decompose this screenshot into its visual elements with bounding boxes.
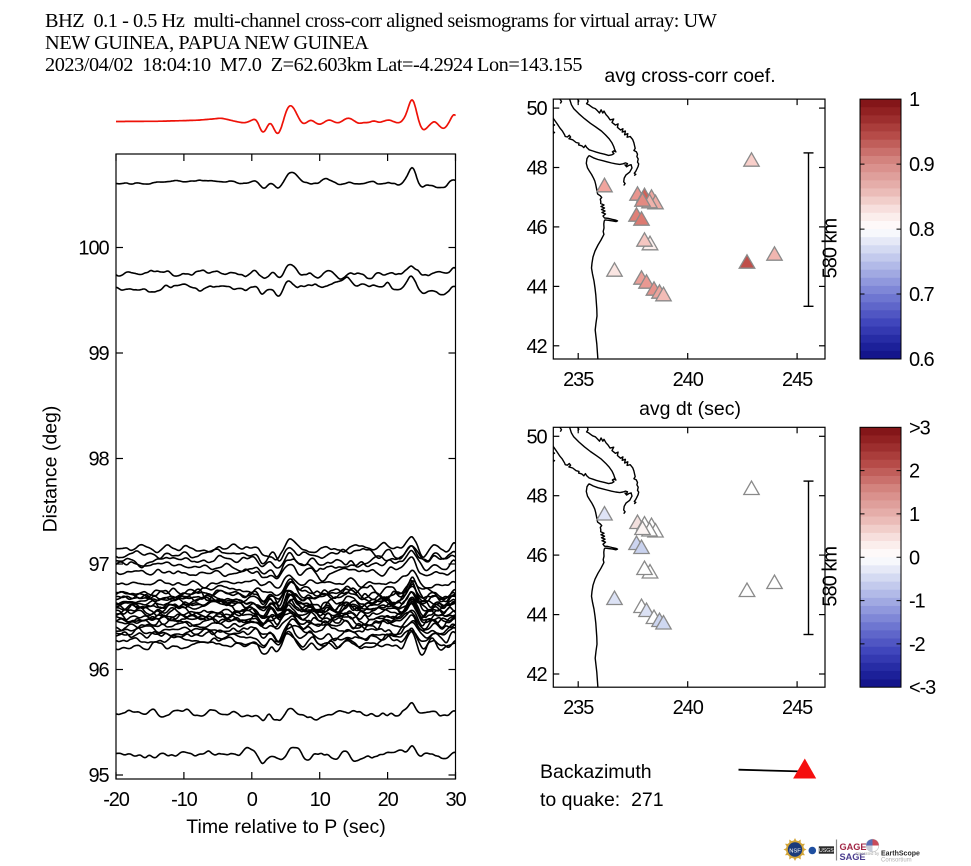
svg-text:235: 235 <box>563 697 594 719</box>
svg-text:48: 48 <box>526 158 547 180</box>
svg-text:<-3: <-3 <box>909 677 936 699</box>
svg-text:Time relative to P (sec): Time relative to P (sec) <box>186 816 385 838</box>
svg-text:0.7: 0.7 <box>909 284 934 306</box>
svg-text:0.9: 0.9 <box>909 154 934 176</box>
svg-text:-10: -10 <box>171 789 198 811</box>
svg-text:46: 46 <box>526 217 547 239</box>
svg-text:245: 245 <box>782 697 813 719</box>
svg-text:-20: -20 <box>103 789 130 811</box>
svg-text:44: 44 <box>526 276 547 298</box>
svg-text:48: 48 <box>526 486 547 508</box>
svg-text:EarthScope: EarthScope <box>881 851 920 858</box>
svg-text:avg cross-corr coef.: avg cross-corr coef. <box>604 65 775 87</box>
svg-text:1: 1 <box>909 89 920 111</box>
svg-text:245: 245 <box>782 369 813 391</box>
svg-text:2023/04/02 18:04:10 M7.0 Z=: 2023/04/02 18:04:10 M7.0 Z=62.603km Lat=… <box>45 54 582 76</box>
svg-text:99: 99 <box>88 343 109 365</box>
svg-text:0: 0 <box>247 789 258 811</box>
svg-text:0.6: 0.6 <box>909 349 934 371</box>
svg-text:580 km: 580 km <box>820 218 842 278</box>
svg-text:50: 50 <box>526 426 547 448</box>
svg-text:240: 240 <box>673 697 704 719</box>
svg-text:NSF: NSF <box>789 848 801 854</box>
svg-text:240: 240 <box>673 369 704 391</box>
svg-text:Distance (deg): Distance (deg) <box>40 406 62 533</box>
svg-text:44: 44 <box>526 605 547 627</box>
svg-text:2: 2 <box>909 461 920 483</box>
svg-text:-2: -2 <box>909 634 926 656</box>
svg-text:to quake: 271: to quake: 271 <box>540 789 664 811</box>
svg-text:100: 100 <box>78 238 109 260</box>
svg-text:NEW GUINEA, PAPUA NEW GUINEA: NEW GUINEA, PAPUA NEW GUINEA <box>45 32 369 54</box>
svg-text:42: 42 <box>526 664 547 686</box>
svg-text:97: 97 <box>88 554 109 576</box>
svg-text:GAGE: GAGE <box>840 842 867 852</box>
svg-text:96: 96 <box>88 660 109 682</box>
svg-text:95: 95 <box>88 765 109 787</box>
svg-text:46: 46 <box>526 545 547 567</box>
svg-text:1: 1 <box>909 504 920 526</box>
svg-text:0.8: 0.8 <box>909 219 934 241</box>
svg-text:42: 42 <box>526 336 547 358</box>
svg-text:98: 98 <box>88 449 109 471</box>
svg-text:20: 20 <box>378 789 399 811</box>
svg-text:-1: -1 <box>909 591 926 613</box>
svg-text:10: 10 <box>310 789 331 811</box>
svg-text:235: 235 <box>563 369 594 391</box>
svg-text:Consortium: Consortium <box>881 858 912 864</box>
svg-text:50: 50 <box>526 98 547 120</box>
svg-text:SAGE: SAGE <box>840 852 866 862</box>
svg-text:580 km: 580 km <box>820 547 842 607</box>
svg-text:BHZ 0.1 - 0.5 Hz multi-chann: BHZ 0.1 - 0.5 Hz multi-channel cross-cor… <box>45 10 718 32</box>
svg-text:0: 0 <box>909 547 920 569</box>
svg-text:avg dt (sec): avg dt (sec) <box>639 398 741 420</box>
svg-text:>3: >3 <box>909 417 931 439</box>
svg-text:30: 30 <box>445 789 466 811</box>
svg-text:Backazimuth: Backazimuth <box>540 761 652 783</box>
svg-text:Operated by: Operated by <box>856 851 880 856</box>
svg-text:USGS: USGS <box>819 848 834 854</box>
